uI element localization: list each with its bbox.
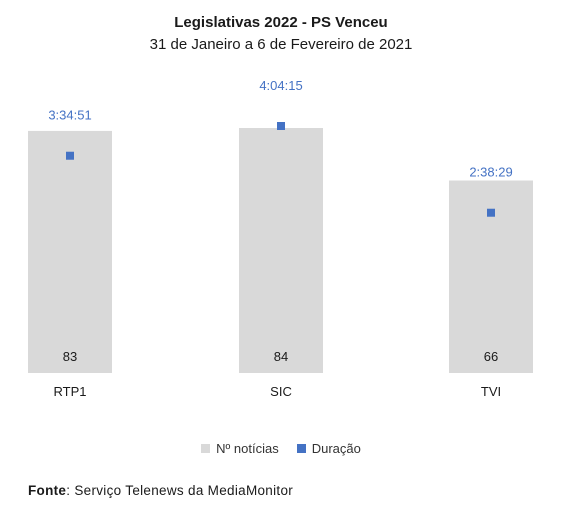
legend-label-duracao: Duração (311, 441, 361, 456)
bar-value-label-sic: 84 (274, 349, 288, 364)
duration-marker-tvi (487, 208, 495, 217)
bar-sic (239, 128, 323, 373)
x-tick-label-sic: SIC (270, 384, 292, 399)
chart-title: Legislativas 2022 - PS Venceu (174, 14, 388, 31)
legend-label-noticias: Nº notícias (216, 441, 279, 456)
x-tick-label-rtp1: RTP1 (54, 384, 87, 399)
source-text: : Serviço Telenews da MediaMonitor (66, 483, 294, 498)
source-label: Fonte (28, 483, 67, 498)
duration-label-rtp1: 3:34:51 (48, 108, 91, 123)
bar-rtp1 (28, 130, 112, 373)
bar-value-label-rtp1: 83 (63, 349, 77, 364)
duration-marker-sic (277, 122, 285, 130)
source-note: Fonte: Serviço Telenews da MediaMonitor (28, 483, 293, 498)
duration-label-tvi: 2:38:29 (469, 165, 512, 180)
chart-subtitle: 31 de Janeiro a 6 de Fevereiro de 2021 (149, 36, 413, 53)
bar-value-label-tvi: 66 (484, 349, 498, 364)
chart-legend: Nº notícias Duração (0, 441, 562, 456)
duration-marker-rtp1 (66, 151, 74, 160)
legend-swatch-noticias (201, 444, 211, 453)
chart-plot: 83 3:34:51 RTP1 84 4:04:15 SIC 66 2:38:29 TVI (28, 78, 533, 399)
legend-item-noticias: Nº notícias (201, 441, 279, 456)
legend-item-duracao: Duração (296, 441, 361, 456)
legend-swatch-duracao (296, 444, 306, 453)
x-tick-label-tvi: TVI (481, 384, 501, 399)
duration-label-sic: 4:04:15 (259, 78, 302, 93)
